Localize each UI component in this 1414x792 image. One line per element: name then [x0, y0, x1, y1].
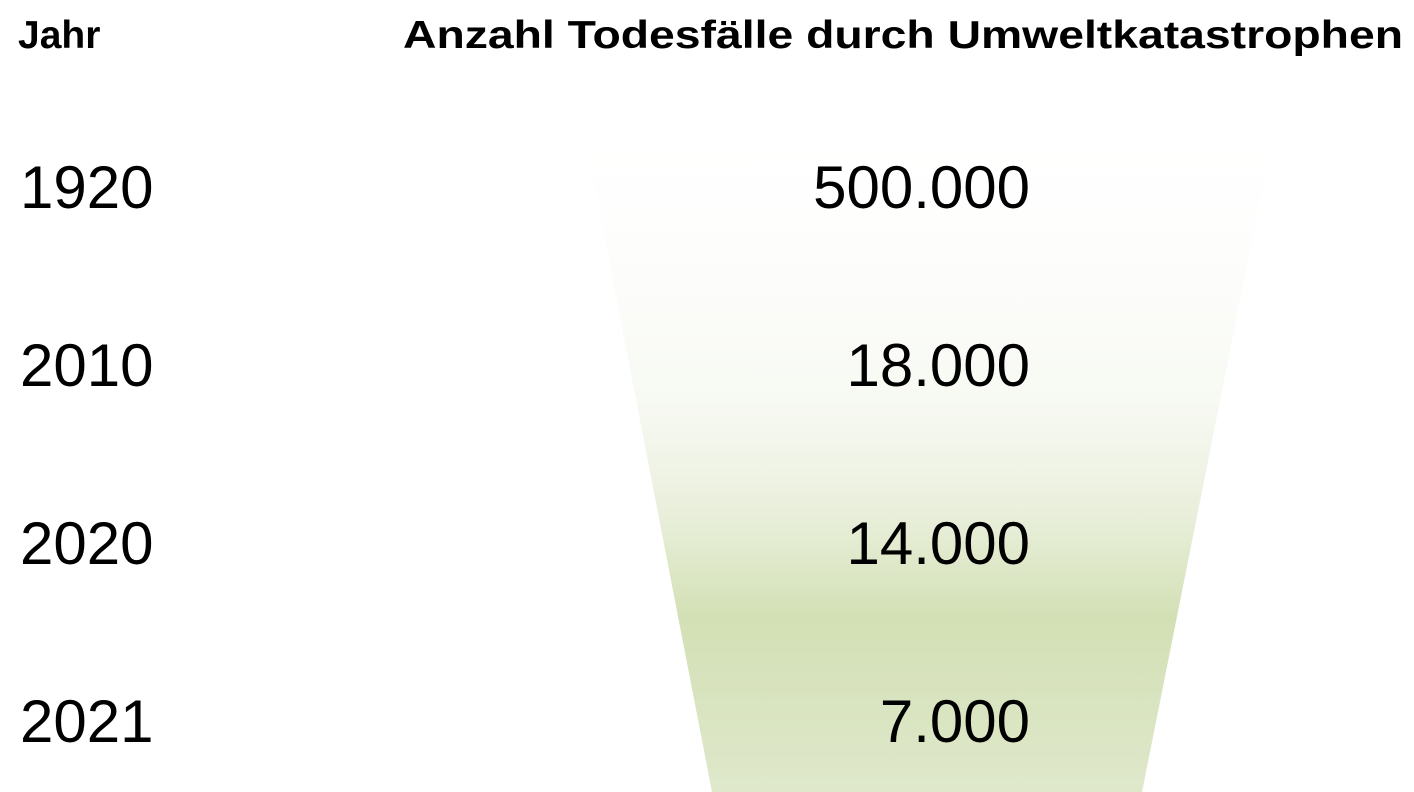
year-cell: 1920: [20, 154, 153, 221]
funnel-decoration: [578, 100, 1280, 792]
deaths-cell: 18.000: [846, 332, 1030, 399]
year-cell: 2010: [20, 332, 153, 399]
deaths-cell: 500.000: [813, 154, 1030, 221]
deaths-cell: 14.000: [846, 510, 1030, 577]
table-rows: 1920 500.000 2010 18.000 2020 14.000 2021 7.000: [20, 154, 1030, 755]
year-cell: 2021: [20, 688, 153, 755]
year-cell: 2020: [20, 510, 153, 577]
deaths-cell: 7.000: [880, 688, 1030, 755]
header-year: Jahr: [18, 14, 100, 57]
header-deaths: Anzahl Todesfälle durch Umweltkatastroph…: [403, 14, 1403, 57]
